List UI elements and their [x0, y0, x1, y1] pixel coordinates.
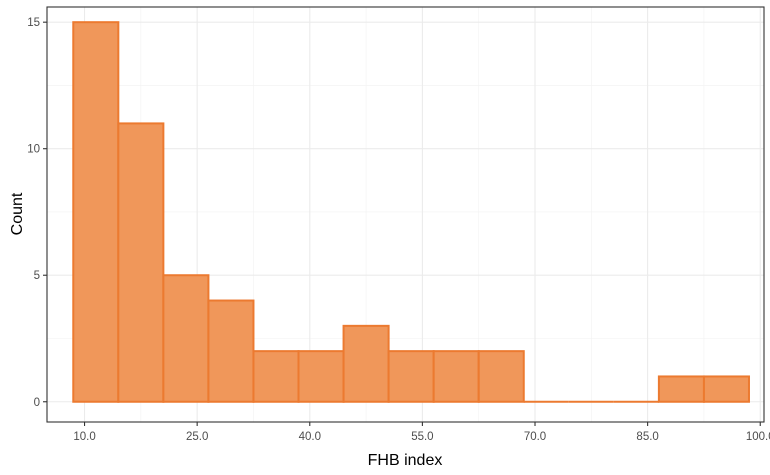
y-axis: 0 5 10 15: [27, 17, 47, 409]
histogram-bar-10: [477, 350, 525, 403]
histogram-bar-8: [387, 350, 435, 403]
histogram-bar-4: [207, 299, 255, 403]
histogram-bar-1: [72, 21, 120, 403]
histogram-bar-7: [342, 324, 390, 403]
histogram-bar-2: [117, 122, 165, 403]
minor-gridlines: [47, 7, 764, 422]
x-tick-label: 40.0: [299, 431, 321, 443]
histogram-bar-3: [162, 274, 210, 403]
histogram-bar-15: [702, 375, 750, 403]
x-axis: 10.0 25.0 40.0 55.0 70.0 85.0 100.0: [73, 422, 770, 443]
x-tick-label: 25.0: [186, 431, 208, 443]
histogram-bar-5: [252, 350, 300, 403]
histogram-bars: [72, 21, 750, 403]
x-tick-label: 70.0: [524, 431, 546, 443]
x-tick-label: 10.0: [73, 431, 95, 443]
y-tick-label: 10: [27, 144, 40, 156]
x-tick-label: 55.0: [411, 431, 433, 443]
y-tick-label: 0: [34, 397, 40, 409]
y-tick-label: 5: [34, 270, 40, 282]
histogram-bar-9: [432, 350, 480, 403]
y-axis-title: Count: [9, 192, 26, 235]
x-axis-title: FHB index: [368, 452, 443, 469]
histogram-bar-6: [297, 350, 345, 403]
panel-border: [46, 6, 765, 423]
x-tick-label: 100.0: [746, 431, 770, 443]
x-tick-label: 85.0: [636, 431, 658, 443]
y-tick-label: 15: [27, 17, 40, 29]
histogram-bar-14: [657, 375, 705, 403]
